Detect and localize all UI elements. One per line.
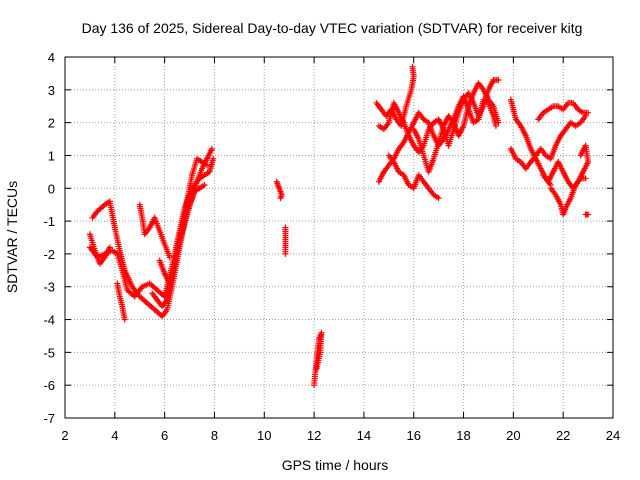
data-point [435,195,442,202]
data-point [495,119,502,126]
y-tick-label: -5 [43,345,55,360]
data-points [86,63,592,389]
x-tick-label: 10 [257,428,271,443]
y-tick-label: -2 [43,247,55,262]
y-tick-label: -7 [43,411,55,426]
data-point [277,195,284,202]
y-tick-label: 0 [48,181,55,196]
x-tick-label: 6 [161,428,168,443]
data-point [577,152,584,159]
y-tick-label: -4 [43,313,55,328]
y-tick-label: -1 [43,214,55,229]
data-point [585,211,592,218]
data-point [585,109,592,116]
x-tick-label: 4 [111,428,118,443]
chart-title: Day 136 of 2025, Sidereal Day-to-day VTE… [82,20,583,36]
data-point [582,113,589,120]
y-tick-label: -3 [43,280,55,295]
data-point [208,145,215,152]
data-point [203,162,210,169]
x-tick-label: 16 [406,428,420,443]
x-tick-label: 18 [456,428,470,443]
data-point [166,254,173,261]
y-tick-label: 1 [48,148,55,163]
y-tick-label: 2 [48,116,55,131]
data-point [409,63,416,70]
data-point [313,365,320,372]
x-axis-label: GPS time / hours [282,457,389,473]
y-tick-label: -6 [43,378,55,393]
data-point [210,155,217,162]
x-tick-label: 12 [307,428,321,443]
data-point [201,181,208,188]
x-tick-label: 20 [506,428,520,443]
data-point [106,244,113,251]
x-tick-label: 14 [357,428,371,443]
grid [65,57,613,418]
x-tick-label: 8 [211,428,218,443]
y-tick-label: 4 [48,50,55,65]
data-point [492,122,499,129]
data-point [282,250,289,257]
plot-frame [64,56,614,419]
data-point [495,76,502,83]
data-point [582,175,589,182]
x-tick-label: 2 [61,428,68,443]
y-axis-label: SDTVAR / TECUs [4,181,20,293]
y-tick-label: 3 [48,83,55,98]
x-tick-label: 22 [556,428,570,443]
x-tick-label: 24 [606,428,620,443]
data-point [121,316,128,323]
